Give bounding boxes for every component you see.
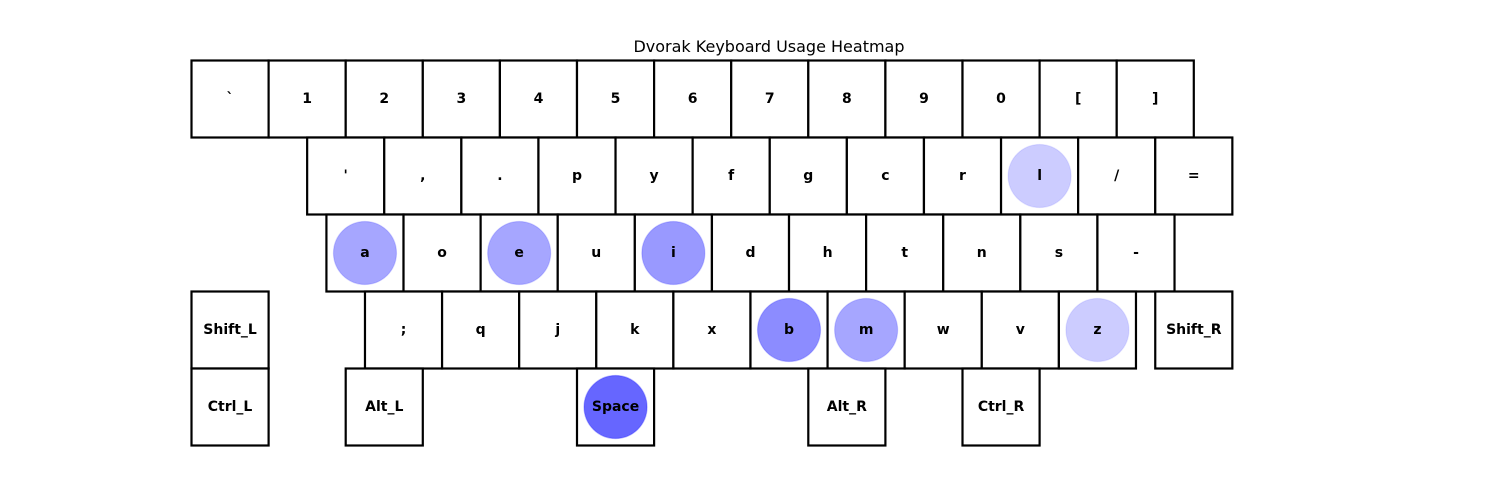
key-label-l: l xyxy=(1037,168,1042,184)
key-label-rbracket: ] xyxy=(1152,91,1158,107)
key-7 xyxy=(730,59,810,139)
key-label-equals: = xyxy=(1188,168,1200,184)
key-d xyxy=(710,213,791,293)
key-label-7: 7 xyxy=(765,91,775,107)
key-label-w: w xyxy=(937,322,950,338)
key-label-alt-l: Alt_L xyxy=(365,399,403,415)
key-y xyxy=(614,136,694,216)
heat-spot-space xyxy=(583,374,648,440)
key-label-h: h xyxy=(823,245,833,261)
key-label-2: 2 xyxy=(379,91,389,107)
key-label-minus: - xyxy=(1133,245,1139,261)
keys-layer xyxy=(190,59,1234,447)
key-label-1: 1 xyxy=(302,91,312,107)
key-q xyxy=(440,290,521,370)
heat-spot-m xyxy=(834,297,899,363)
key-backtick xyxy=(190,59,270,139)
key-label-lbracket: [ xyxy=(1075,91,1081,107)
key-f xyxy=(691,136,771,216)
key-label-b: b xyxy=(784,322,794,338)
key-label-r: r xyxy=(959,168,966,184)
heat-spot-a xyxy=(332,220,398,286)
heat-spot-b xyxy=(756,297,822,363)
key-label-alt-r: Alt_R xyxy=(827,399,867,415)
key-e xyxy=(479,213,559,293)
key-label-9: 9 xyxy=(919,91,929,107)
chart-title: Dvorak Keyboard Usage Heatmap xyxy=(633,37,904,56)
key-ctrl-l xyxy=(190,367,270,447)
key-x xyxy=(672,290,752,370)
key-period xyxy=(460,136,540,216)
key-label-comma: , xyxy=(420,168,425,184)
heat-spot-e xyxy=(487,220,552,286)
key-label-e: e xyxy=(514,245,524,261)
heat-layer xyxy=(332,143,1130,440)
key-label-0: 0 xyxy=(996,91,1006,107)
key-u xyxy=(556,213,636,293)
key-label-f: f xyxy=(728,168,735,184)
key-label-x: x xyxy=(707,322,716,338)
key-z xyxy=(1057,290,1138,370)
key-label-o: o xyxy=(437,245,447,261)
key-label-4: 4 xyxy=(534,91,544,107)
key-label-8: 8 xyxy=(842,91,852,107)
key-label-shift-l: Shift_L xyxy=(203,322,257,338)
key-label-t: t xyxy=(901,245,908,261)
key-label-ctrl-r: Ctrl_R xyxy=(978,399,1025,415)
key-label-u: u xyxy=(591,245,601,261)
key-label-k: k xyxy=(630,322,640,338)
key-5 xyxy=(575,59,656,139)
key-equals xyxy=(1154,136,1234,216)
key-b xyxy=(749,290,829,370)
key-label-5: 5 xyxy=(611,91,621,107)
key-label-a: a xyxy=(360,245,369,261)
key-r xyxy=(922,136,1003,216)
key-label-ctrl-l: Ctrl_L xyxy=(208,399,253,415)
key-shift-r xyxy=(1154,290,1234,370)
key-label-6: 6 xyxy=(688,91,698,107)
key-quote xyxy=(306,136,386,216)
key-o xyxy=(402,213,482,293)
key-c xyxy=(845,136,926,216)
key-label-g: g xyxy=(803,168,813,184)
key-label-d: d xyxy=(745,245,755,261)
heat-spot-z xyxy=(1065,297,1130,363)
key-label-quote: ' xyxy=(344,168,348,184)
key-label-shift-r: Shift_R xyxy=(1166,322,1222,338)
key-minus xyxy=(1096,213,1176,293)
heat-spot-i xyxy=(641,220,706,286)
key-label-space: Space xyxy=(592,399,639,415)
key-label-i: i xyxy=(671,245,676,261)
key-g xyxy=(768,136,848,216)
key-label-n: n xyxy=(977,245,987,261)
heat-spot-l xyxy=(1007,143,1072,209)
key-label-p: p xyxy=(572,168,582,184)
key-label-c: c xyxy=(881,168,889,184)
key-label-3: 3 xyxy=(456,91,466,107)
key-shift-l xyxy=(190,290,270,370)
key-label-backtick: ` xyxy=(227,91,234,107)
key-label-m: m xyxy=(859,322,874,338)
key-l xyxy=(999,136,1080,216)
key-p xyxy=(537,136,617,216)
key-label-z: z xyxy=(1093,322,1101,338)
key-9 xyxy=(884,59,964,139)
key-alt-r xyxy=(807,367,887,447)
key-label-q: q xyxy=(476,322,486,338)
key-1 xyxy=(267,59,347,139)
labels-layer: ` 1 2 3 4 5 6 7 8 9 0 [] ',. p y f g c r l / = a o e u i d h t n s -; q j k… xyxy=(203,91,1221,415)
key-ctrl-r xyxy=(961,367,1041,447)
key-lbracket xyxy=(1038,59,1118,139)
key-label-y: y xyxy=(650,168,659,184)
key-label-s: s xyxy=(1055,245,1063,261)
key-label-period: . xyxy=(497,168,502,184)
key-semicolon xyxy=(363,290,444,370)
key-label-slash: / xyxy=(1114,168,1120,184)
key-label-v: v xyxy=(1016,322,1025,338)
key-alt-l xyxy=(344,367,424,447)
key-label-j: j xyxy=(554,322,560,338)
key-label-semicolon: ; xyxy=(401,322,407,338)
key-v xyxy=(980,290,1060,370)
